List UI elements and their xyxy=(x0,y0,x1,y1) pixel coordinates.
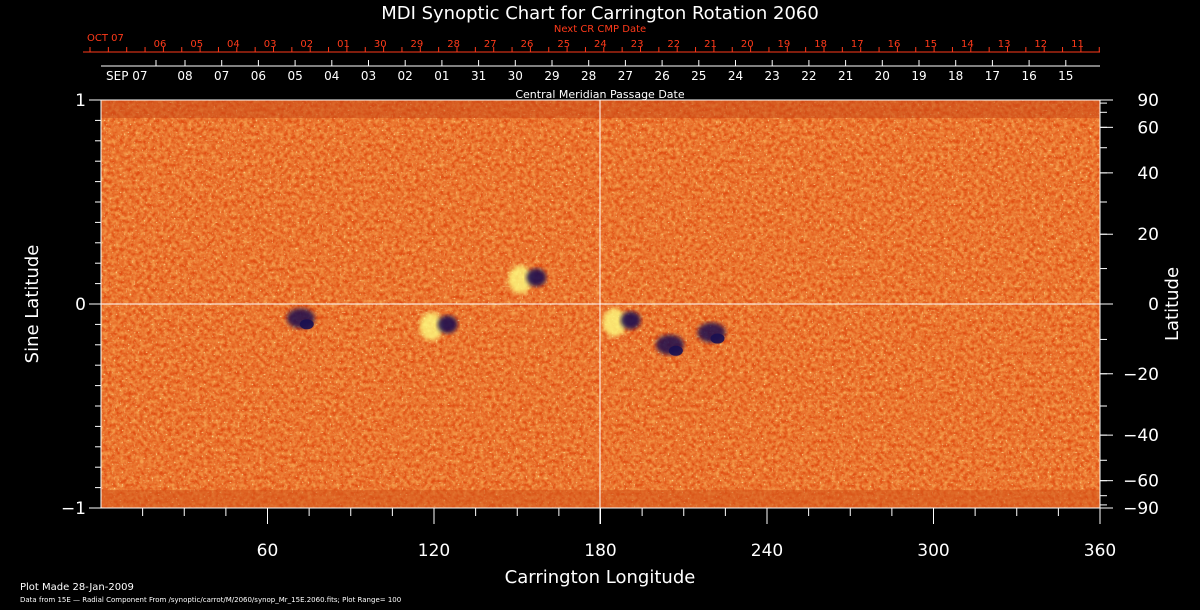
y-right-tick-label: −90 xyxy=(1123,499,1159,519)
cmp-date-label: 25 xyxy=(691,69,706,83)
positive-flux-patch xyxy=(419,312,444,341)
plot-made-note: Plot Made 28-Jan-2009 xyxy=(20,582,134,593)
cmp-date-label: 23 xyxy=(765,69,780,83)
negative-flux-core xyxy=(710,333,725,344)
positive-flux-patch xyxy=(602,308,627,337)
next-cr-date-label: 20 xyxy=(741,39,754,50)
next-cr-date-label: 11 xyxy=(1071,39,1084,50)
cmp-date-label: 16 xyxy=(1021,69,1036,83)
next-cr-date-label: 05 xyxy=(190,39,203,50)
x-tick-label: 180 xyxy=(584,541,616,561)
x-tick-label: 360 xyxy=(1084,541,1116,561)
positive-flux-patch xyxy=(508,265,533,294)
negative-flux-core xyxy=(299,319,314,330)
cmp-axis-title: Central Meridian Passage Date xyxy=(515,88,684,101)
next-cr-date-label: 04 xyxy=(227,39,240,50)
active-regions xyxy=(286,265,726,356)
next-cr-date-label: 17 xyxy=(851,39,864,50)
cmp-date-label: 28 xyxy=(581,69,596,83)
negative-flux-patch xyxy=(526,268,547,287)
cmp-date-label: 06 xyxy=(251,69,266,83)
y-right-tick-label: 20 xyxy=(1137,225,1159,245)
x-tick-label: 240 xyxy=(751,541,783,561)
y-axis-left: 1 0 −1 xyxy=(61,91,101,519)
cmp-date-label: 31 xyxy=(471,69,486,83)
next-cr-date-label: 23 xyxy=(631,39,644,50)
y-right-tick-label: −20 xyxy=(1123,365,1159,385)
cmp-date-label: 07 xyxy=(214,69,229,83)
x-tick-label: 300 xyxy=(917,541,949,561)
cmp-date-label: 21 xyxy=(838,69,853,83)
y-left-tick-label: 1 xyxy=(75,91,86,111)
y-left-tick-label: −1 xyxy=(61,499,86,519)
next-cr-date-label: 02 xyxy=(300,39,313,50)
negative-flux-core xyxy=(668,345,683,356)
next-cr-date-label: 25 xyxy=(557,39,570,50)
next-cr-date-label: 14 xyxy=(961,39,974,50)
x-tick-label: 120 xyxy=(418,541,450,561)
next-cr-date-label: 21 xyxy=(704,39,717,50)
cmp-date-label: 17 xyxy=(985,69,1000,83)
y-right-tick-label: −60 xyxy=(1123,472,1159,492)
y-left-tick-label: 0 xyxy=(75,295,86,315)
next-cr-date-label: 28 xyxy=(447,39,460,50)
next-cr-date-label: 22 xyxy=(667,39,680,50)
cmp-date-label: 18 xyxy=(948,69,963,83)
cmp-date-label: 02 xyxy=(398,69,413,83)
data-source-note: Data from 15E — Radial Component From /s… xyxy=(20,596,401,604)
y-axis-right: 90 60 40 20 0 −20 −40 −60 −90 xyxy=(1100,91,1159,519)
next-cr-date-label: 30 xyxy=(374,39,387,50)
cmp-date-label: 19 xyxy=(911,69,926,83)
next-cr-date-label: 03 xyxy=(264,39,277,50)
cmp-date-label: 29 xyxy=(544,69,559,83)
y-axis-right-label: Latitude xyxy=(1162,267,1183,341)
next-cr-date-label: 16 xyxy=(888,39,901,50)
next-cr-date-label: 26 xyxy=(521,39,534,50)
next-cr-date-label: 13 xyxy=(998,39,1011,50)
next-cr-date-label: 27 xyxy=(484,39,497,50)
negative-flux-patch xyxy=(620,311,641,330)
y-axis-left-label: Sine Latitude xyxy=(22,245,43,364)
y-right-tick-label: 0 xyxy=(1148,295,1159,315)
cmp-date-label: 08 xyxy=(177,69,192,83)
x-tick-label: 60 xyxy=(257,541,279,561)
y-right-tick-label: −40 xyxy=(1123,426,1159,446)
cmp-date-label: 20 xyxy=(875,69,890,83)
next-cr-axis-title: Next CR CMP Date xyxy=(554,24,646,35)
chart-title: MDI Synoptic Chart for Carrington Rotati… xyxy=(381,3,819,24)
next-cr-date-label: 15 xyxy=(924,39,937,50)
x-axis: 60 120 180 240 300 360 xyxy=(142,508,1116,561)
cmp-date-label: 01 xyxy=(434,69,449,83)
y-right-tick-label: 60 xyxy=(1137,118,1159,138)
cmp-date-label: 05 xyxy=(287,69,302,83)
y-right-tick-label: 90 xyxy=(1137,91,1159,111)
cmp-date-label: 24 xyxy=(728,69,743,83)
next-cr-date-label: 19 xyxy=(778,39,791,50)
cmp-date-label: 03 xyxy=(361,69,376,83)
next-cr-date-label: 24 xyxy=(594,39,607,50)
cmp-date-label: 27 xyxy=(618,69,633,83)
y-right-tick-label: 40 xyxy=(1137,164,1159,184)
next-cr-start-label: OCT 07 xyxy=(87,33,124,44)
cmp-date-axis: 08 07 06 05 04 03 02 01 31 30 29 28 27 26 25 24 23 22 21 20… xyxy=(101,60,1100,83)
negative-flux-patch xyxy=(437,315,458,334)
x-axis-label: Carrington Longitude xyxy=(505,567,696,588)
next-cr-date-label: 29 xyxy=(411,39,424,50)
cmp-date-label: 15 xyxy=(1058,69,1073,83)
next-cr-date-label: 18 xyxy=(814,39,827,50)
cmp-start-label: SEP 07 xyxy=(106,69,148,83)
next-cr-date-label: 06 xyxy=(154,39,167,50)
next-cr-date-label: 01 xyxy=(337,39,350,50)
cmp-date-label: 26 xyxy=(654,69,669,83)
cmp-date-label: 30 xyxy=(508,69,523,83)
next-cr-date-label: 12 xyxy=(1034,39,1047,50)
cmp-date-label: 04 xyxy=(324,69,339,83)
next-cr-axis: 06 05 04 03 02 01 30 29 28 27 26 25 24 23 22 21 20 19 18 17… xyxy=(83,39,1100,53)
cmp-date-label: 22 xyxy=(801,69,816,83)
